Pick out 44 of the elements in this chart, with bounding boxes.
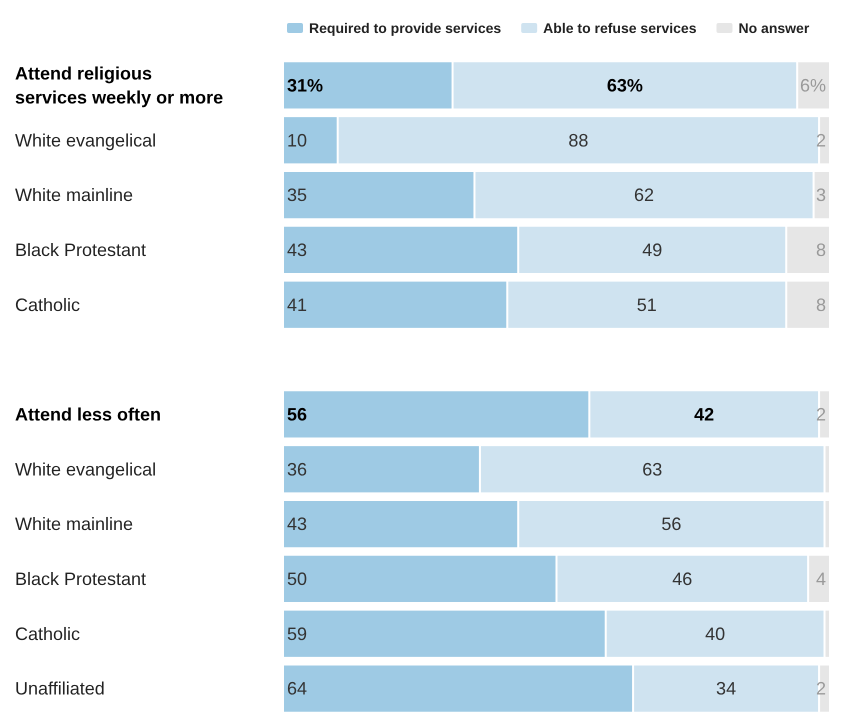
y-tick-label: White evangelical: [15, 459, 156, 480]
y-tick-label: White mainline: [15, 514, 134, 534]
data-label: 88: [568, 130, 588, 150]
data-label: 41: [287, 294, 308, 315]
data-label: 35: [287, 185, 308, 206]
data-label: 4: [816, 568, 826, 589]
y-tick-label: Catholic: [15, 294, 80, 315]
data-label: 34: [716, 678, 736, 699]
data-label: 40: [705, 624, 726, 644]
data-label: 63: [642, 459, 662, 480]
y-tick-label: White mainline: [15, 185, 134, 206]
legend-label: Required to provide services: [309, 20, 502, 36]
data-label: 8: [816, 240, 826, 260]
data-label: 2: [816, 678, 826, 699]
data-label: 62: [634, 185, 654, 206]
data-label: 43: [287, 240, 308, 260]
data-label: 59: [287, 624, 308, 644]
y-tick-label: Attend less often: [15, 404, 162, 424]
data-label: 2: [816, 130, 826, 150]
data-label: 49: [642, 240, 662, 260]
data-label: 64: [287, 678, 308, 699]
y-tick-label: White evangelical: [15, 130, 156, 150]
y-tick-label: Unaffiliated: [15, 678, 105, 699]
y-tick-label: Attend religious services weekly or more: [15, 63, 224, 108]
y-tick-label: Black Protestant: [15, 568, 146, 589]
data-label: 56: [287, 404, 308, 424]
data-label: 43: [287, 514, 308, 534]
y-tick-label: Catholic: [15, 624, 80, 644]
y-tick-label: Black Protestant: [15, 240, 146, 260]
legend-label: Able to refuse services: [543, 20, 697, 36]
data-label: 50: [287, 568, 308, 589]
data-label: 10: [287, 130, 308, 150]
data-label: 46: [672, 568, 692, 589]
data-label: 63%: [606, 75, 643, 96]
data-label: 8: [816, 294, 826, 315]
data-label: 51: [636, 294, 657, 315]
data-label: 3: [816, 185, 826, 206]
data-label: 56: [661, 514, 682, 534]
legend-label: No answer: [738, 20, 810, 36]
data-label: 42: [694, 404, 714, 424]
data-label: 2: [816, 404, 826, 424]
data-label: 31%: [287, 75, 324, 96]
data-label: 36: [287, 459, 308, 480]
data-label: 6%: [800, 75, 826, 96]
